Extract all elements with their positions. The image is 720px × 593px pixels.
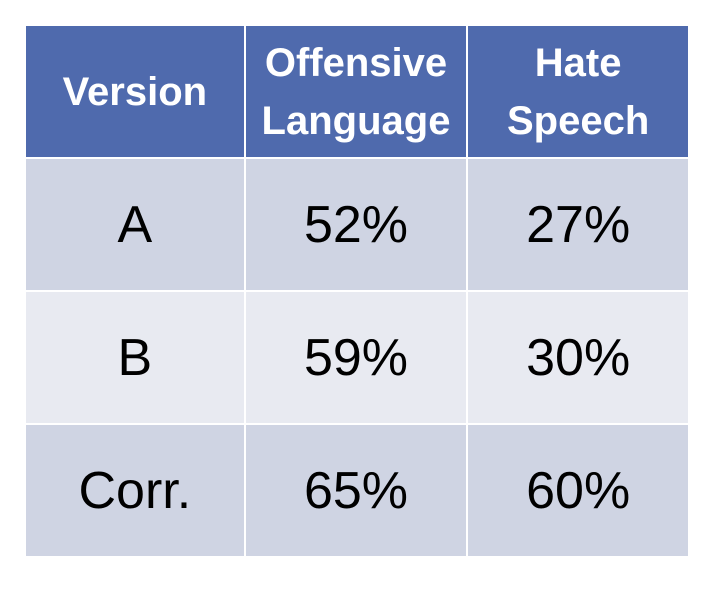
header-hate-line-1: Hate (534, 40, 622, 85)
cell-hate-speech: 27% (466, 157, 690, 292)
results-table: Version Offensive Language Hate Speech A… (24, 24, 690, 558)
cell-offensive-language: 52% (243, 157, 469, 292)
cell-offensive-language: 65% (243, 423, 469, 558)
cell-offensive-language: 59% (243, 290, 469, 425)
header-version: Version (24, 24, 246, 159)
table-row: Corr. 65% 60% (24, 423, 690, 558)
table-row: A 52% 27% (24, 157, 690, 292)
header-offensive-language: Offensive Language (243, 24, 469, 159)
header-version-label: Version (62, 69, 208, 114)
cell-version: A (24, 157, 246, 292)
cell-hate-speech: 60% (466, 423, 690, 558)
cell-version: B (24, 290, 246, 425)
header-row: Version Offensive Language Hate Speech (24, 24, 690, 159)
header-hate-speech: Hate Speech (466, 24, 690, 159)
header-hate-line-2: Speech (507, 98, 650, 143)
table-row: B 59% 30% (24, 290, 690, 425)
cell-version: Corr. (24, 423, 246, 558)
header-offensive-line-2: Language (261, 98, 451, 143)
cell-hate-speech: 30% (466, 290, 690, 425)
header-offensive-line-1: Offensive (264, 40, 448, 85)
